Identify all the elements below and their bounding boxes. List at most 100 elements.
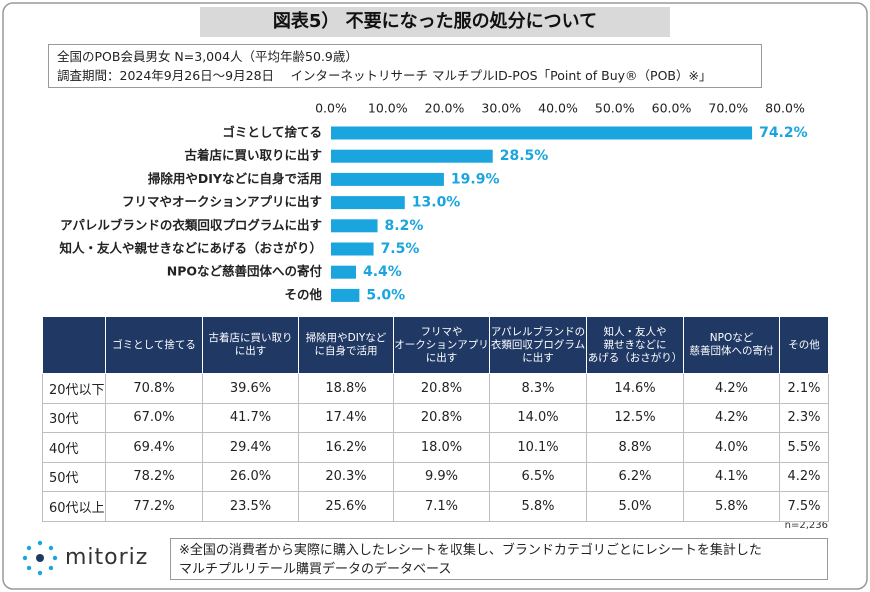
category-label: 掃除用やDIYなどに自身で活用	[148, 171, 322, 186]
table-row: 40代 69.4% 29.4% 16.2% 18.0% 10.1% 8.8% 4.0% 5.5%	[42, 432, 829, 463]
cell: 12.5%	[586, 402, 684, 433]
column-header: アパレルブランドの 衣類回収プログラム に出す	[489, 316, 587, 374]
column-header: 古着店に買い取り に出す	[202, 316, 299, 374]
x-tick-label: 20.0%	[425, 101, 465, 116]
cell: 69.4%	[105, 432, 203, 463]
x-tick-label: 60.0%	[652, 101, 692, 116]
cell: 7.1%	[393, 491, 490, 522]
column-header: 掃除用やDIYなど に自身で活用	[298, 316, 394, 374]
bar	[331, 172, 444, 186]
cell: 5.5%	[779, 432, 829, 463]
cell: 6.5%	[489, 461, 587, 492]
sample-note: n=2,236	[785, 520, 828, 531]
category-label: フリマやオークションアプリに出す	[122, 194, 322, 209]
table-row: 50代 78.2% 26.0% 20.3% 9.9% 6.5% 6.2% 4.1% 4.2%	[42, 461, 829, 492]
cell: 4.2%	[779, 461, 829, 492]
cell: 4.0%	[683, 432, 780, 463]
category-label: その他	[284, 287, 322, 302]
footnote-line: ※全国の消費者から実際に購入したレシートを収集し、ブランドカテゴリごとにレシート…	[179, 543, 762, 558]
cell: 2.3%	[779, 402, 829, 433]
info-line: 全国のPOB会員男女 N=3,004人（平均年齢50.9歳）	[57, 49, 358, 64]
title-box	[200, 7, 670, 37]
cell: 18.0%	[393, 432, 490, 463]
cell: 10.1%	[489, 432, 587, 463]
table-row: 30代 67.0% 41.7% 17.4% 20.8% 14.0% 12.5% 4.2% 2.3…	[42, 402, 829, 433]
value-label: 13.0%	[412, 195, 461, 211]
cell: 14.0%	[489, 402, 587, 433]
category-label: アパレルブランドの衣類回収プログラムに出す	[60, 217, 322, 232]
cell: 14.6%	[586, 373, 684, 404]
bar	[331, 196, 405, 210]
cell: 70.8%	[105, 373, 203, 404]
cell: 4.1%	[683, 461, 780, 492]
x-tick-label: 40.0%	[538, 101, 578, 116]
value-label: 8.2%	[385, 218, 424, 234]
category-label: 知人・友人や親せきなどにあげる（おさがり）	[58, 241, 322, 256]
bar	[331, 149, 493, 163]
x-tick-label: 30.0%	[481, 101, 521, 116]
header-row: ゴミとして捨てる 古着店に買い取り に出す 掃除用やDIYなど に自身で活用 フリマや…	[42, 316, 829, 374]
row-label: 60代以上	[42, 491, 106, 522]
cell: 20.8%	[393, 402, 490, 433]
corner-cell	[42, 316, 106, 374]
cell: 39.6%	[202, 373, 299, 404]
column-header: フリマや オークションアプリ に出す	[393, 316, 490, 374]
cell: 16.2%	[298, 432, 394, 463]
bar	[331, 126, 753, 140]
cell: 67.0%	[105, 402, 203, 433]
cell: 8.8%	[586, 432, 684, 463]
x-tick-label: 70.0%	[708, 101, 748, 116]
column-header: NPOなど 慈善団体への寄付	[683, 316, 780, 374]
x-tick-label: 0.0%	[315, 101, 347, 116]
category-label: ゴミとして捨てる	[222, 125, 322, 140]
x-tick-label: 80.0%	[765, 101, 805, 116]
bar	[331, 288, 360, 302]
footnote-box: ※全国の消費者から実際に購入したレシートを収集し、ブランドカテゴリごとにレシート…	[170, 538, 828, 580]
table-row: 60代以上 77.2% 23.5% 25.6% 7.1% 5.8% 5.0% 5.8% 7.5%	[42, 491, 829, 522]
bar	[331, 219, 378, 233]
footnote-line: マルチプルリテール購買データのデータベース	[179, 562, 452, 577]
cell: 6.2%	[586, 461, 684, 492]
cell: 23.5%	[202, 491, 299, 522]
row-label: 50代	[42, 461, 106, 492]
cell: 41.7%	[202, 402, 299, 433]
cell: 7.5%	[779, 491, 829, 522]
category-label: NPOなど慈善団体への寄付	[167, 264, 323, 279]
row-label: 40代	[42, 432, 106, 463]
cell: 77.2%	[105, 491, 203, 522]
value-label: 4.4%	[363, 264, 402, 280]
bar	[331, 265, 356, 279]
value-label: 7.5%	[381, 241, 420, 257]
cell: 17.4%	[298, 402, 394, 433]
cell: 29.4%	[202, 432, 299, 463]
cell: 4.2%	[683, 373, 780, 404]
chart-title: 図表5） 不要になった服の処分について	[273, 10, 597, 32]
x-tick-label: 10.0%	[368, 101, 408, 116]
logo: mitoriz	[65, 545, 148, 570]
cell: 25.6%	[298, 491, 394, 522]
cell: 2.1%	[779, 373, 829, 404]
table-row: 20代以下 70.8% 39.6% 18.8% 20.8% 8.3% 14.6% 4.2% 2.…	[42, 373, 829, 404]
column-header: その他	[779, 316, 829, 374]
cell: 8.3%	[489, 373, 587, 404]
cell: 18.8%	[298, 373, 394, 404]
category-label: 古着店に買い取りに出す	[184, 148, 322, 163]
logo-icon	[22, 540, 58, 576]
value-label: 5.0%	[366, 287, 405, 303]
cell: 20.3%	[298, 461, 394, 492]
cell: 5.8%	[683, 491, 780, 522]
cell: 5.8%	[489, 491, 587, 522]
table: ゴミとして捨てる 古着店に買い取り に出す 掃除用やDIYなど に自身で活用 フリマや…	[42, 316, 829, 522]
value-label: 28.5%	[500, 148, 549, 164]
column-header: 知人・友人や 親せきなどに あげる（おさがり）	[586, 316, 684, 374]
info-line: 調査期間：2024年9月26日～9月28日 インターネットリサーチ マルチプルI…	[57, 68, 712, 83]
cell: 20.8%	[393, 373, 490, 404]
value-label: 19.9%	[451, 171, 500, 187]
cell: 4.2%	[683, 402, 780, 433]
value-label: 74.2%	[759, 125, 808, 141]
cell: 5.0%	[586, 491, 684, 522]
column-header: ゴミとして捨てる	[105, 316, 203, 374]
